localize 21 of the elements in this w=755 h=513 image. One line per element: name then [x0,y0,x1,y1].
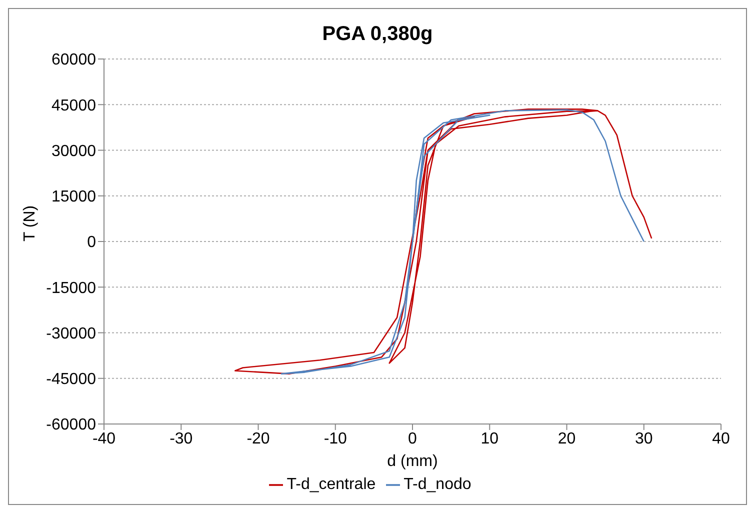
chart-title: PGA 0,380g [321,23,434,46]
y-tick-label: 60000 [52,52,96,69]
legend-label: T-d_nodo [404,476,472,493]
y-axis-title: T (N) [22,205,39,242]
x-tick-label: 10 [480,430,499,448]
x-tick-label: -10 [324,430,348,448]
y-tick-label: -15000 [46,280,96,297]
x-tick-label: 30 [634,430,653,448]
legend-label: T-d_centrale [286,476,376,493]
x-tick-label: -20 [246,430,270,448]
x-tick-label: 0 [408,430,418,448]
y-tick-label: -45000 [46,371,96,388]
x-axis-title: d (mm) [387,453,438,470]
y-tick-label: 15000 [52,188,96,206]
y-tick-label: 30000 [52,142,96,160]
x-tick-label: 20 [558,430,576,448]
y-tick-label: -30000 [46,325,96,342]
x-tick-label: 40 [712,430,730,448]
x-tick-label: -30 [170,430,193,448]
y-tick-label: 45000 [52,97,96,114]
y-tick-label: 0 [87,234,96,252]
